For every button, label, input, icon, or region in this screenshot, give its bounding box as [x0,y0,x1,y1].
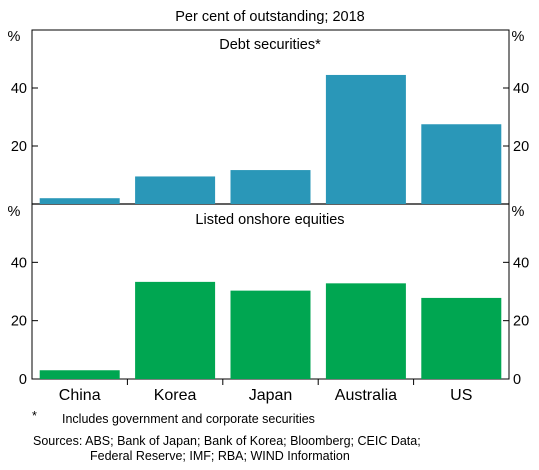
y-tick-label-left: 20 [11,139,27,155]
bar-debt-korea [135,176,216,204]
x-tick-label: China [59,387,101,404]
bar-debt-japan [230,170,311,204]
y-tick-label-left: 40 [11,255,27,271]
x-tick-label: Korea [154,387,197,404]
bar-equities-australia [325,283,406,379]
sources-line-2: Federal Reserve; IMF; RBA; WIND Informat… [90,449,350,463]
y-tick-label-right: 40 [513,255,529,271]
bar-debt-china [39,198,120,204]
y-tick-label-left: 20 [11,314,27,330]
x-tick-label: Australia [335,387,397,404]
bar-equities-china [39,370,120,379]
y-tick-label-right: 0 [513,372,521,388]
bar-equities-japan [230,290,311,379]
bar-equities-korea [135,281,216,379]
y-unit-right-top: % [512,29,525,45]
y-unit-right-bottom: % [512,204,525,220]
bar-equities-us [421,297,502,379]
bar-debt-us [421,124,502,204]
footnote-marker: * [32,409,37,423]
panel-title-equities: Listed onshore equities [195,212,344,228]
y-tick-label-right: 20 [513,139,529,155]
bar-debt-australia [325,74,406,204]
y-tick-label-left: 0 [19,372,27,388]
panel-title-debt: Debt securities* [219,37,321,53]
footnote-text: Includes government and corporate securi… [62,412,315,426]
x-tick-label: Japan [249,387,293,404]
x-tick-label: US [450,387,472,404]
y-tick-label-right: 40 [513,81,529,97]
y-tick-label-right: 20 [513,314,529,330]
y-tick-label-left: 40 [11,81,27,97]
chart-subtitle: Per cent of outstanding; 2018 [175,9,364,25]
y-unit-left-top: % [8,29,21,45]
y-unit-left-bottom: % [8,204,21,220]
sources-line-1: Sources: ABS; Bank of Japan; Bank of Kor… [33,434,421,448]
sources: Sources: ABS; Bank of Japan; Bank of Kor… [33,434,421,464]
